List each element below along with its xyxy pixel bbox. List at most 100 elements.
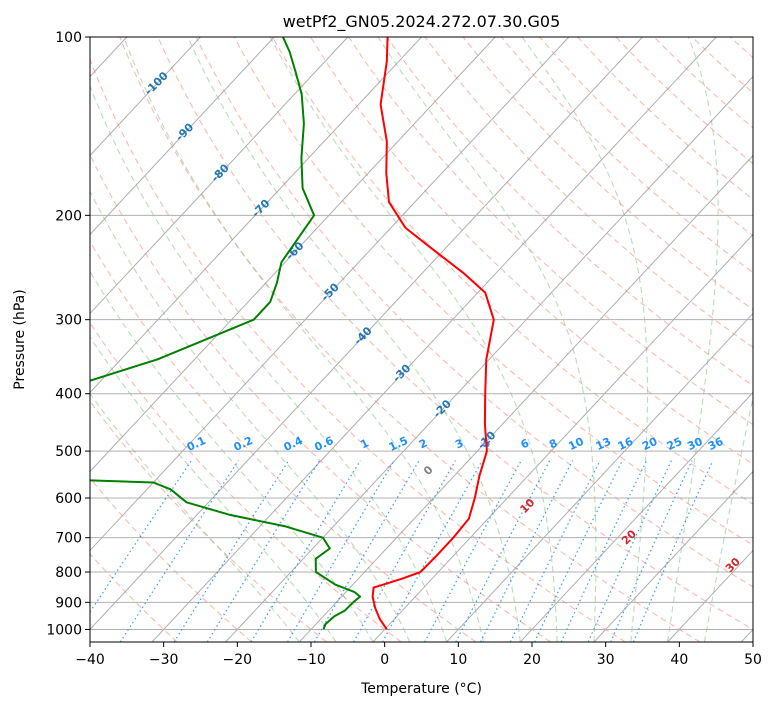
- isotherm-line: [740, 628, 753, 642]
- mixing-ratio-line: [286, 460, 395, 642]
- y-tick-label: 1000: [46, 622, 82, 638]
- isotherm-line: [298, 154, 753, 642]
- moist-adiabat-line: [123, 37, 485, 642]
- moist-adiabat-line: [667, 37, 719, 642]
- y-tick-label: 900: [55, 595, 82, 611]
- mixing-ratio-label: 20: [640, 435, 660, 453]
- chart-title: wetPf2_GN05.2024.272.07.30.G05: [283, 12, 561, 32]
- dry-adiabat-line: [157, 37, 753, 631]
- y-tick-label: 600: [55, 491, 82, 507]
- x-tick-label: 40: [670, 652, 688, 668]
- mixing-ratio-line: [353, 460, 456, 642]
- mixing-ratio-line: [509, 460, 601, 642]
- x-tick-label: 20: [523, 652, 541, 668]
- mixing-ratio-line: [560, 460, 648, 642]
- x-tick-label: −20: [223, 652, 253, 668]
- x-tick-label: 30: [597, 652, 615, 668]
- moist-adiabat-line: [269, 37, 558, 642]
- dry-adiabat-line: [272, 37, 753, 505]
- dry-adiabat-line: [653, 37, 753, 129]
- isotherm-line: [90, 37, 349, 315]
- mixing-ratio-line: [587, 460, 672, 642]
- mixing-ratio-line: [250, 460, 361, 642]
- dry-adiabat-line: [310, 37, 753, 465]
- x-tick-label: 50: [744, 652, 762, 668]
- isotherm-line: [90, 37, 643, 631]
- mixing-ratio-label: 13: [594, 435, 613, 453]
- dry-adiabat-line: [615, 37, 753, 165]
- isotherm-line: [519, 391, 753, 642]
- moist-adiabat-line: [377, 37, 597, 642]
- isotherm-line: [446, 312, 753, 642]
- mixing-ratio-label: 36: [706, 435, 726, 453]
- dry-adiabat-line: [195, 37, 753, 588]
- x-axis-title: Temperature (°C): [360, 681, 482, 697]
- isotherm-line: [90, 37, 570, 552]
- mixing-ratio-label: 10: [566, 435, 586, 453]
- mixing-ratio-line: [534, 460, 623, 642]
- mixing-ratio-label: 16: [616, 435, 636, 453]
- x-tick-label: 0: [380, 652, 389, 668]
- mixing-ratio-line: [632, 460, 714, 642]
- mixing-ratio-line: [313, 460, 420, 642]
- mixing-ratio-line: [90, 460, 192, 614]
- moist-adiabat-line: [521, 37, 649, 642]
- isotherm-line: [90, 37, 275, 236]
- y-tick-label: 700: [55, 531, 82, 547]
- isotherm-line: [90, 37, 496, 473]
- mixing-ratio-line: [480, 460, 574, 642]
- grid-lines: [90, 37, 753, 642]
- mixing-ratio-line: [119, 460, 240, 642]
- x-tick-label: −40: [75, 652, 105, 668]
- dry-adiabat-label: 10: [517, 496, 537, 516]
- x-tick-label: −30: [149, 652, 179, 668]
- dry-adiabat-line: [90, 477, 253, 642]
- y-tick-label: 800: [55, 565, 82, 581]
- isotherm-line: [151, 37, 717, 642]
- moist-adiabat-line: [90, 392, 300, 642]
- y-tick-label: 300: [55, 313, 82, 329]
- dry-adiabat-line: [90, 58, 626, 642]
- mixing-ratio-line: [610, 460, 693, 642]
- moist-adiabat-line: [90, 336, 337, 642]
- dry-adiabat-line: [90, 321, 402, 642]
- mixing-ratio-line: [381, 460, 483, 642]
- y-axis-title: Pressure (hPa): [12, 289, 28, 389]
- sounding-profiles: [90, 37, 495, 630]
- moist-adiabat-line: [90, 190, 411, 642]
- series-line-1: [90, 37, 362, 630]
- moist-adiabat-line: [703, 395, 753, 642]
- isotherm-line: [593, 470, 753, 642]
- y-tick-label: 400: [55, 387, 82, 403]
- dry-adiabat-label: 20: [619, 527, 639, 547]
- mixing-ratio-label: 25: [665, 435, 684, 453]
- x-tick-label: −10: [296, 652, 326, 668]
- series-line-0: [371, 37, 495, 630]
- dry-adiabat-label: 0: [421, 463, 436, 478]
- mixing-ratio-label: 30: [685, 435, 705, 453]
- mixing-ratio-label: 3: [453, 436, 465, 451]
- y-tick-label: 100: [55, 30, 82, 46]
- background-lines: [90, 37, 753, 642]
- isotherm-line: [225, 75, 753, 642]
- plot-frame: [89, 36, 754, 643]
- moist-adiabat-line: [90, 270, 374, 642]
- isotherm-line: [90, 37, 422, 394]
- moist-adiabat-line: [187, 37, 521, 642]
- dry-adiabat-line: [90, 240, 477, 642]
- dry-adiabat-line: [90, 153, 551, 642]
- mixing-ratio-line: [424, 460, 522, 642]
- x-tick-label: 10: [449, 652, 467, 668]
- isotherm-line: [90, 37, 201, 157]
- dry-adiabat-line: [386, 37, 753, 387]
- mixing-ratio-line: [173, 460, 290, 642]
- axis-ticks: −40 −30 −20 −10 0 10 20 30 40 5010020030040050060…: [46, 30, 762, 668]
- y-tick-label: 500: [55, 444, 82, 460]
- dry-adiabat-line: [539, 37, 753, 237]
- dry-adiabat-line: [577, 37, 753, 201]
- dry-adiabat-line: [233, 37, 753, 546]
- y-tick-label: 200: [55, 208, 82, 224]
- isotherm-line: [372, 233, 753, 642]
- mixing-ratio-label: 2: [417, 436, 429, 451]
